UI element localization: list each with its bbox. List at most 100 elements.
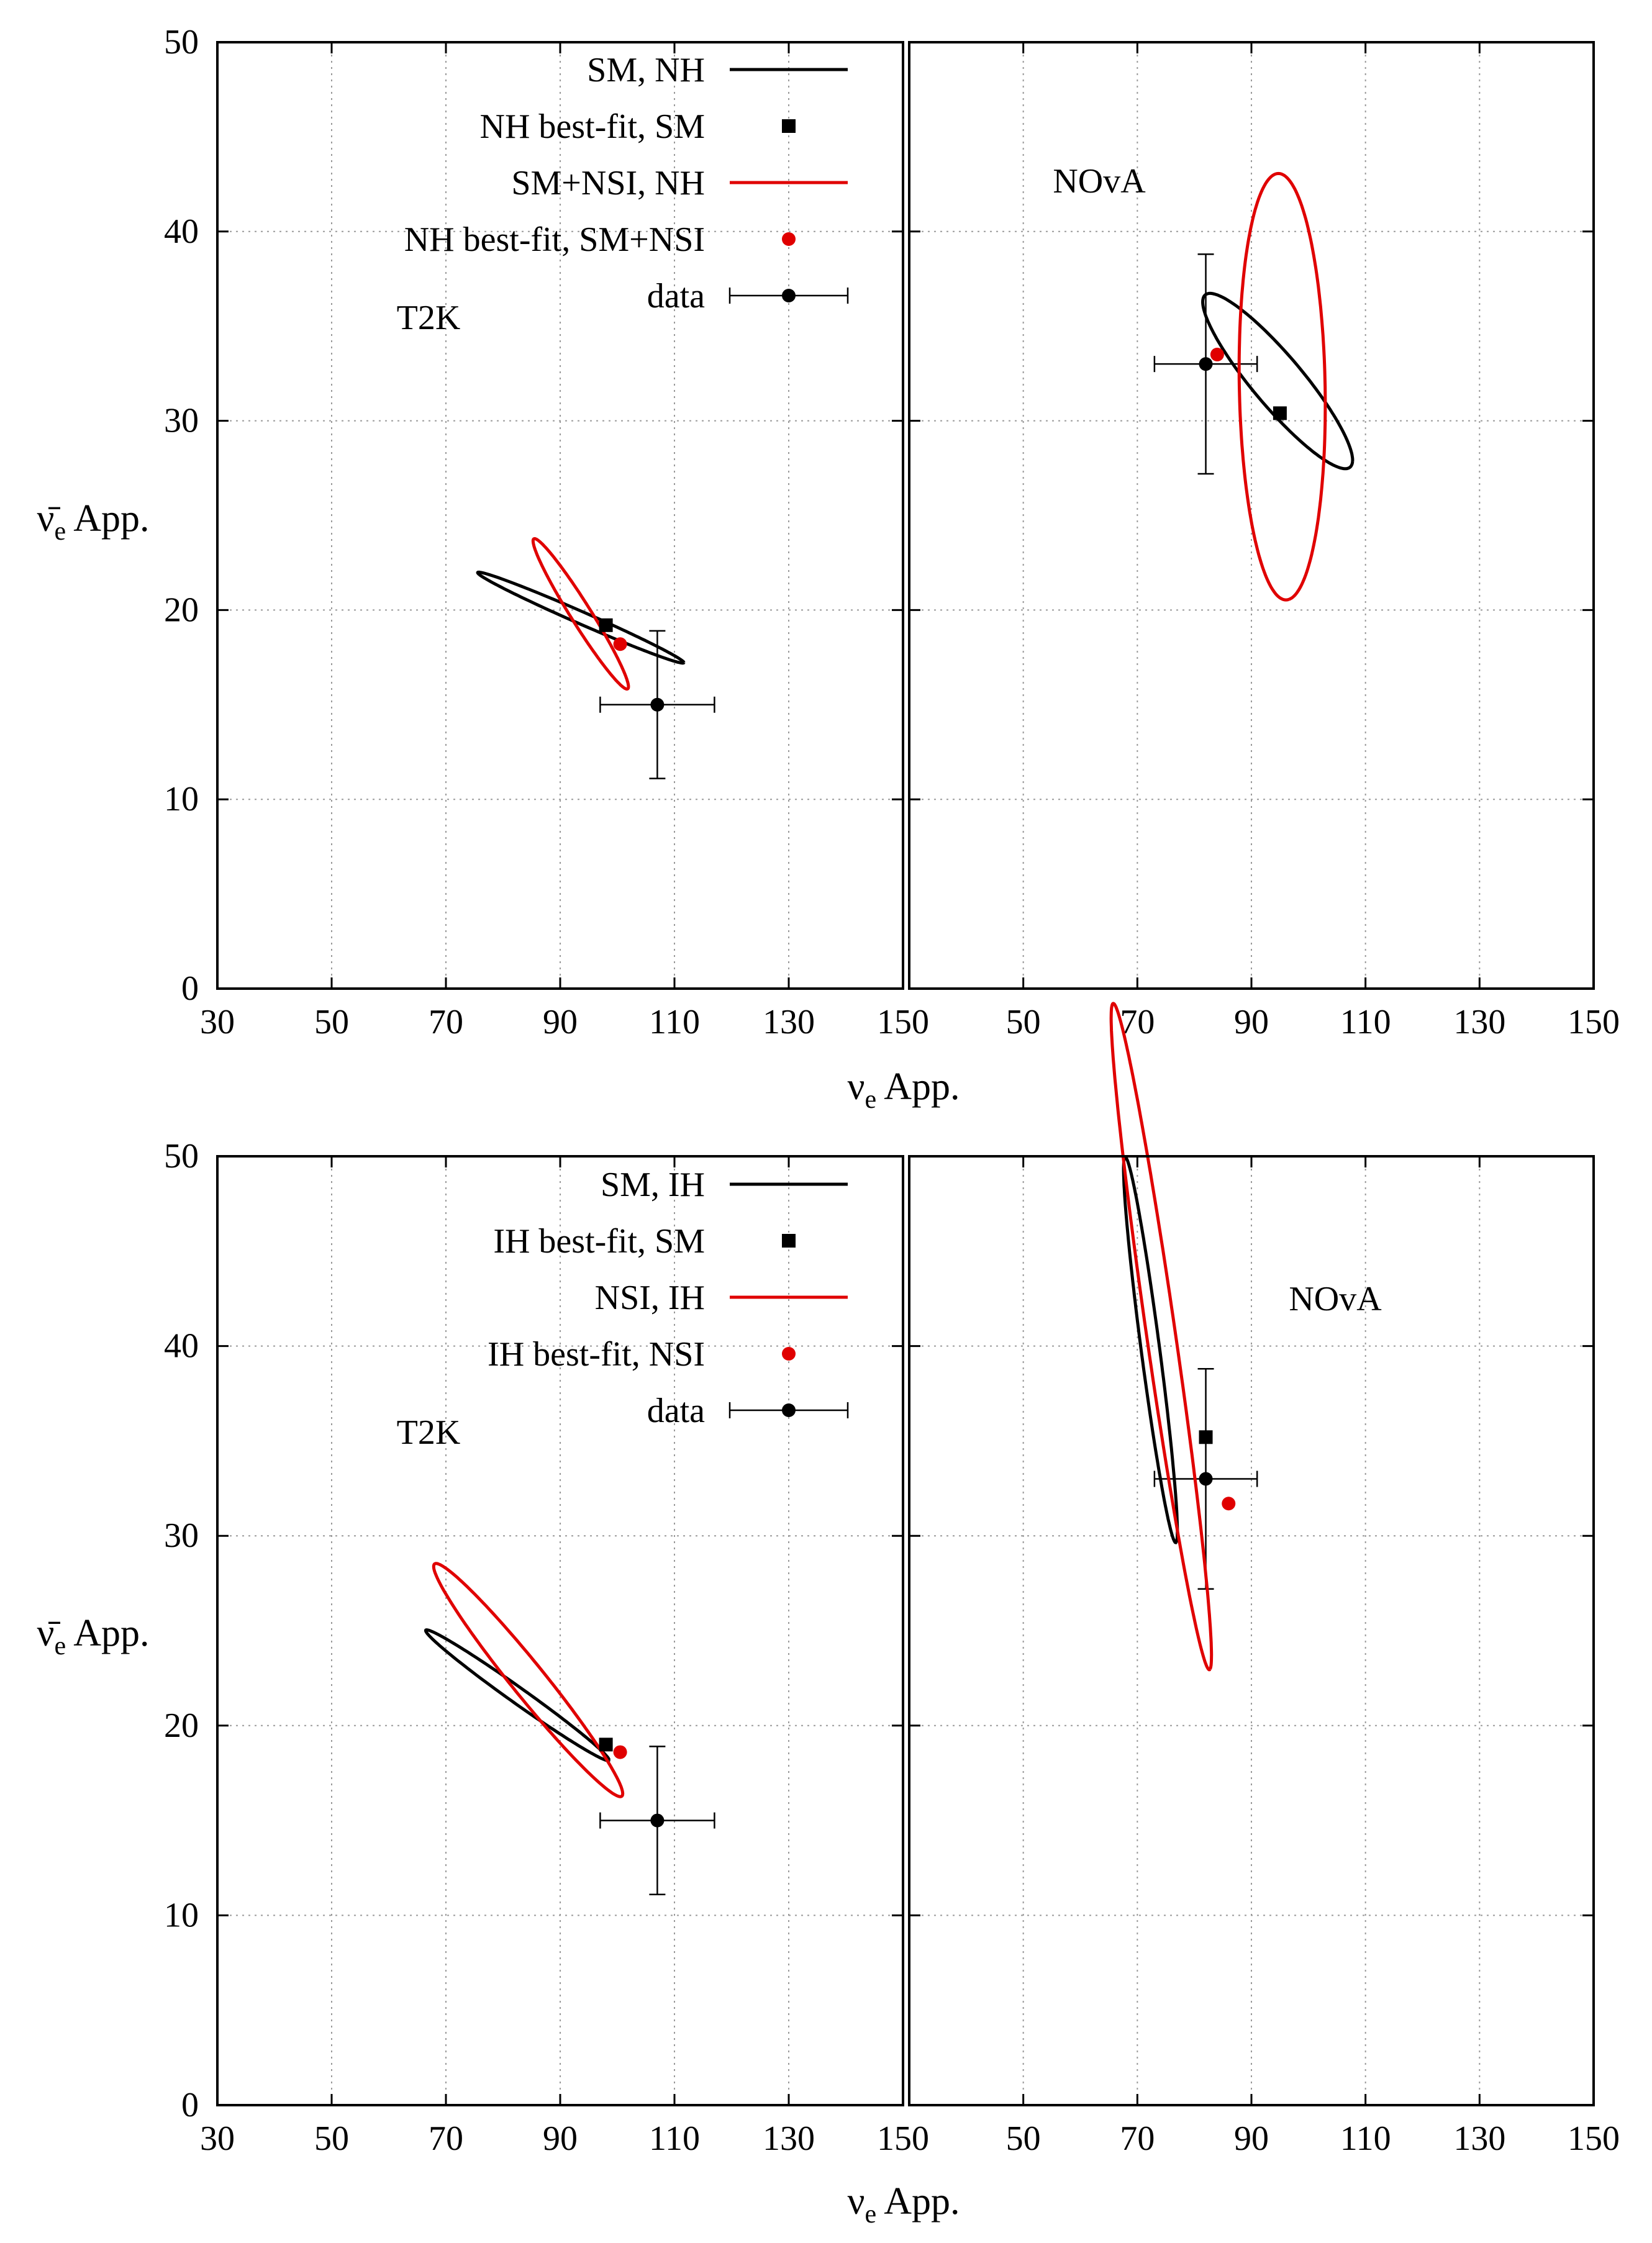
y-tick-label: 30 bbox=[164, 402, 199, 440]
x-tick-label: 110 bbox=[1340, 2119, 1391, 2158]
y-tick-label: 50 bbox=[164, 1137, 199, 1176]
x-tick-label: 130 bbox=[763, 1003, 815, 1041]
contour-nsi-t2k bbox=[432, 1562, 625, 1798]
x-tick-label: 130 bbox=[1453, 1003, 1505, 1041]
panel-label: T2K bbox=[397, 299, 461, 337]
legend-dot-swatch bbox=[782, 1403, 796, 1417]
x-tick-label: 70 bbox=[429, 1003, 463, 1041]
legend-dot-swatch bbox=[782, 232, 796, 246]
legend-label: SM, IH bbox=[601, 1166, 705, 1204]
contour-sm-nova bbox=[1201, 291, 1355, 471]
y-tick-label: 40 bbox=[164, 1327, 199, 1366]
data-point-nova bbox=[1153, 253, 1258, 475]
x-tick-label: 70 bbox=[429, 2119, 463, 2158]
contour-nsi-nova bbox=[1237, 171, 1327, 602]
x-tick-label: 30 bbox=[200, 1003, 235, 1041]
panel-label: NOvA bbox=[1053, 162, 1146, 201]
x-tick-label: 90 bbox=[543, 1003, 578, 1041]
panel-t2k-top: 30 50 70 90 110 130 150 0 10 20 30 40 50 T2K bbox=[164, 23, 929, 1041]
bestfit-sm-marker bbox=[599, 618, 613, 632]
legend-entry: data bbox=[647, 277, 849, 315]
x-tick-label: 70 bbox=[1120, 1003, 1155, 1041]
contour-sm-t2k bbox=[476, 570, 686, 665]
data-marker bbox=[650, 1813, 665, 1828]
data-marker bbox=[1199, 357, 1213, 371]
x-tick-label: 110 bbox=[649, 1003, 700, 1041]
legend-entry: NSI, IH bbox=[595, 1279, 848, 1317]
legend-label: data bbox=[647, 277, 705, 315]
x-tick-label: 150 bbox=[877, 2119, 929, 2158]
contour-nsi-t2k bbox=[531, 537, 630, 691]
x-tick-label: 150 bbox=[1568, 2119, 1620, 2158]
x-tick-label: 90 bbox=[1234, 1003, 1269, 1041]
y-tick-label: 30 bbox=[164, 1516, 199, 1555]
legend-square-swatch bbox=[782, 1234, 796, 1248]
bestfit-sm-marker bbox=[1273, 406, 1287, 420]
data-point-t2k bbox=[599, 1746, 715, 1896]
data-point-nova bbox=[1153, 1368, 1258, 1590]
y-axis-label: ν̄e App. bbox=[37, 1612, 149, 1661]
legend-label: SM+NSI, NH bbox=[511, 164, 705, 202]
legend-entry: IH best-fit, NSI bbox=[488, 1335, 796, 1374]
x-tick-label: 50 bbox=[314, 1003, 349, 1041]
x-tick-label: 50 bbox=[1006, 1003, 1041, 1041]
legend-entry: SM, IH bbox=[601, 1166, 848, 1204]
x-tick-label: 90 bbox=[1234, 2119, 1269, 2158]
y-tick-label: 0 bbox=[181, 2086, 199, 2124]
panel-nova-bottom: 50 70 90 110 130 150 NOvA bbox=[908, 1002, 1620, 2158]
x-axis-label: νe App. bbox=[847, 2180, 960, 2229]
legend-dot-swatch bbox=[782, 1347, 796, 1361]
x-tick-label: 130 bbox=[1453, 2119, 1505, 2158]
y-tick-label: 10 bbox=[164, 780, 199, 818]
legend-entry: IH best-fit, SM bbox=[493, 1222, 796, 1261]
x-tick-label: 110 bbox=[649, 2119, 700, 2158]
x-tick-label: 150 bbox=[877, 1003, 929, 1041]
legend-entry: NH best-fit, SM bbox=[480, 107, 796, 146]
legend-dot-swatch bbox=[782, 289, 796, 302]
x-tick-label: 50 bbox=[1006, 2119, 1041, 2158]
data-marker bbox=[650, 697, 665, 712]
bestfit-nsi-marker bbox=[1222, 1497, 1236, 1511]
x-tick-label: 50 bbox=[314, 2119, 349, 2158]
y-tick-label: 10 bbox=[164, 1896, 199, 1934]
y-tick-label: 20 bbox=[164, 591, 199, 629]
x-tick-label: 70 bbox=[1120, 2119, 1155, 2158]
legend-label: data bbox=[647, 1392, 705, 1430]
x-tick-label: 130 bbox=[763, 2119, 815, 2158]
legend-label: NSI, IH bbox=[595, 1279, 705, 1317]
chart-top: 30 50 70 90 110 130 150 0 10 20 30 40 50 T2K 50 70 90 110… bbox=[37, 23, 1620, 1114]
panel-frame bbox=[908, 41, 1595, 990]
legend-label: IH best-fit, SM bbox=[493, 1222, 705, 1261]
legend: SM, IH IH best-fit, SM NSI, IH IH best-fit,… bbox=[488, 1166, 849, 1430]
panel-nova-top: 50 70 90 110 130 150 NOvA bbox=[908, 41, 1620, 1041]
x-axis-label: νe App. bbox=[847, 1066, 960, 1114]
data-point-t2k bbox=[599, 630, 715, 779]
y-tick-label: 40 bbox=[164, 212, 199, 251]
contour-nsi-nova bbox=[1109, 1002, 1214, 1672]
legend: SM, NH NH best-fit, SM SM+NSI, NH NH best-f… bbox=[404, 51, 849, 315]
legend-label: IH best-fit, NSI bbox=[488, 1335, 705, 1374]
legend-square-swatch bbox=[782, 119, 796, 133]
legend-entry: SM, NH bbox=[587, 51, 848, 89]
chart-bottom: 30 50 70 90 110 130 150 0 10 20 30 40 50 T2K 50 70 90 110… bbox=[37, 1002, 1620, 2229]
y-tick-label: 20 bbox=[164, 1706, 199, 1745]
x-tick-label: 90 bbox=[543, 2119, 578, 2158]
y-tick-label: 50 bbox=[164, 23, 199, 61]
bestfit-sm-marker bbox=[1199, 1430, 1213, 1444]
bestfit-nsi-marker bbox=[613, 1745, 627, 1759]
y-tick-label: 0 bbox=[181, 969, 199, 1008]
panel-frame bbox=[216, 41, 904, 990]
panel-frame bbox=[216, 1155, 904, 2106]
y-axis-label: ν̄e App. bbox=[37, 497, 149, 546]
bestfit-nsi-marker bbox=[1210, 347, 1224, 361]
legend-entry: data bbox=[647, 1392, 849, 1430]
panel-t2k-bottom: 30 50 70 90 110 130 150 0 10 20 30 40 50 T2K bbox=[164, 1137, 929, 2158]
legend-entry: NH best-fit, SM+NSI bbox=[404, 220, 796, 259]
legend-entry: SM+NSI, NH bbox=[511, 164, 848, 202]
panel-label: NOvA bbox=[1289, 1280, 1382, 1318]
bestfit-nsi-marker bbox=[613, 637, 627, 651]
x-tick-label: 150 bbox=[1568, 1003, 1620, 1041]
panel-label: T2K bbox=[397, 1413, 461, 1452]
legend-label: NH best-fit, SM bbox=[480, 107, 705, 146]
